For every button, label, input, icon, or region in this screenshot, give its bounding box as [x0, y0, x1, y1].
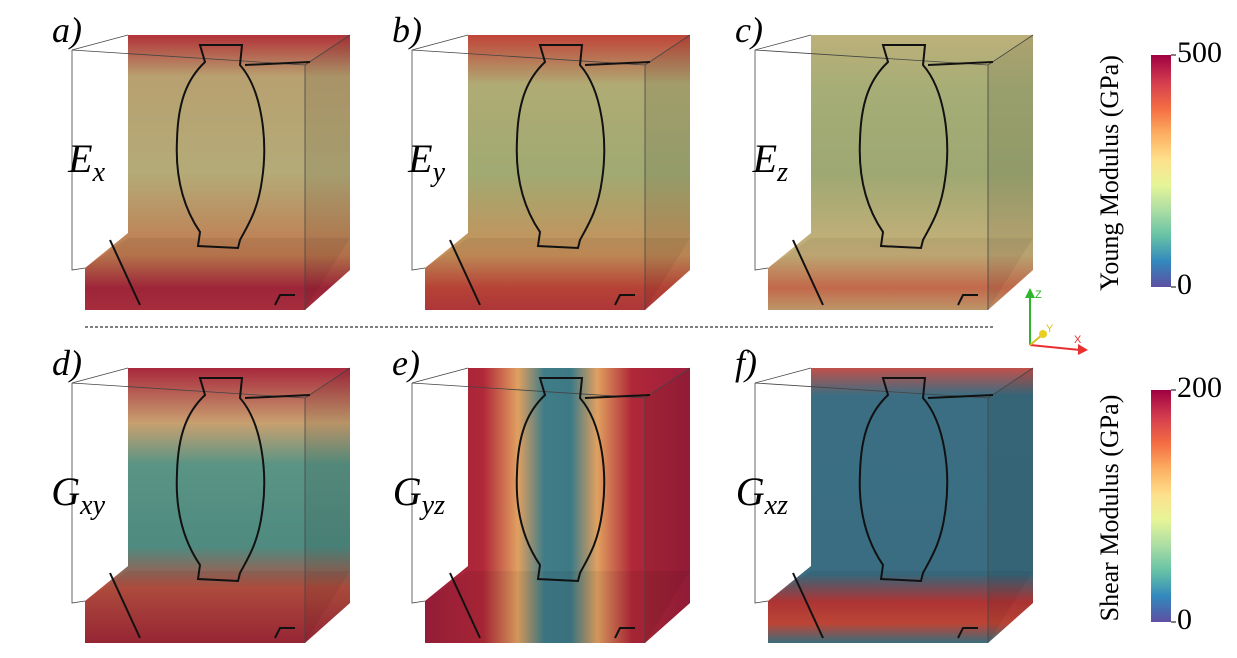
cube-side — [988, 368, 1033, 643]
cube-side — [645, 368, 690, 643]
axis-label: Z — [1035, 289, 1042, 301]
symbol-subscript: y — [430, 157, 446, 188]
cube-body — [425, 368, 690, 643]
cube-floor — [85, 571, 350, 643]
modulus-symbol: Ex — [67, 136, 105, 188]
cube-floor — [425, 238, 690, 310]
wireframe — [71, 34, 351, 310]
panel-label: f) — [735, 343, 757, 383]
modulus-symbol: Ez — [752, 136, 788, 188]
symbol-letter: G — [736, 469, 765, 514]
symbol-subscript: x — [92, 157, 106, 188]
cube-floor — [768, 238, 1033, 310]
cube-floor — [85, 238, 350, 310]
wireframe — [411, 367, 691, 643]
grain-contour — [792, 44, 994, 306]
symbol-letter: E — [407, 136, 432, 181]
colorbar-title: Young Modulus (GPa) — [1095, 55, 1124, 291]
cube-side — [645, 35, 690, 310]
grain-contour — [109, 377, 311, 639]
panel: f) Gxz — [735, 343, 1034, 643]
panel-label: c) — [735, 10, 763, 50]
cube-floor — [425, 571, 690, 643]
cube-side — [305, 368, 350, 643]
cube-body — [425, 35, 690, 310]
modulus-symbol: Gxy — [51, 469, 105, 521]
colorbar-tick-label: 0 — [1177, 268, 1192, 301]
symbol-subscript: xy — [79, 490, 105, 521]
wireframe — [754, 367, 1034, 643]
grain-contour — [109, 44, 311, 306]
axis-label: Y — [1046, 323, 1054, 335]
symbol-subscript: xz — [764, 490, 788, 521]
symbol-letter: G — [51, 469, 80, 514]
wireframe — [754, 34, 1034, 310]
panel: d) Gxy — [51, 343, 351, 643]
panel: a) Ex — [52, 10, 351, 310]
colorbar-tick-label: 200 — [1177, 371, 1222, 404]
grain-contour — [449, 44, 651, 306]
panel-label: e) — [392, 343, 420, 383]
cube-body — [85, 35, 350, 310]
wireframe — [71, 367, 351, 643]
modulus-symbol: Gyz — [393, 469, 445, 521]
panel: c) Ez — [735, 10, 1034, 310]
colorbar — [1151, 55, 1171, 287]
axis-label: X — [1074, 334, 1082, 346]
symbol-letter: E — [67, 136, 92, 181]
wireframe — [411, 34, 691, 310]
modulus-symbol: Gxz — [736, 469, 788, 521]
cube-body — [768, 35, 1033, 310]
cube-floor — [768, 571, 1033, 643]
colorbar — [1151, 390, 1171, 622]
colorbar-tick-label: 0 — [1177, 603, 1192, 636]
modulus-symbol: Ey — [407, 136, 445, 188]
cube-side — [305, 35, 350, 310]
colorbar-tick-label: 500 — [1177, 36, 1222, 69]
panel: e) Gyz — [392, 343, 691, 643]
panel-label: a) — [52, 10, 82, 50]
symbol-letter: E — [752, 136, 777, 181]
cube-body — [768, 368, 1033, 643]
panel-label: b) — [392, 10, 422, 50]
colorbar-title: Shear Modulus (GPa) — [1095, 395, 1124, 622]
symbol-subscript: yz — [419, 490, 445, 521]
panel: b) Ey — [392, 10, 691, 310]
panel-label: d) — [52, 343, 82, 383]
grain-contour — [449, 377, 651, 639]
cube-body — [85, 368, 350, 643]
axes-triad: Z Y X — [1025, 288, 1088, 355]
symbol-letter: G — [393, 469, 422, 514]
cube-side — [988, 35, 1033, 310]
grain-contour — [792, 377, 994, 639]
symbol-subscript: z — [776, 157, 788, 188]
